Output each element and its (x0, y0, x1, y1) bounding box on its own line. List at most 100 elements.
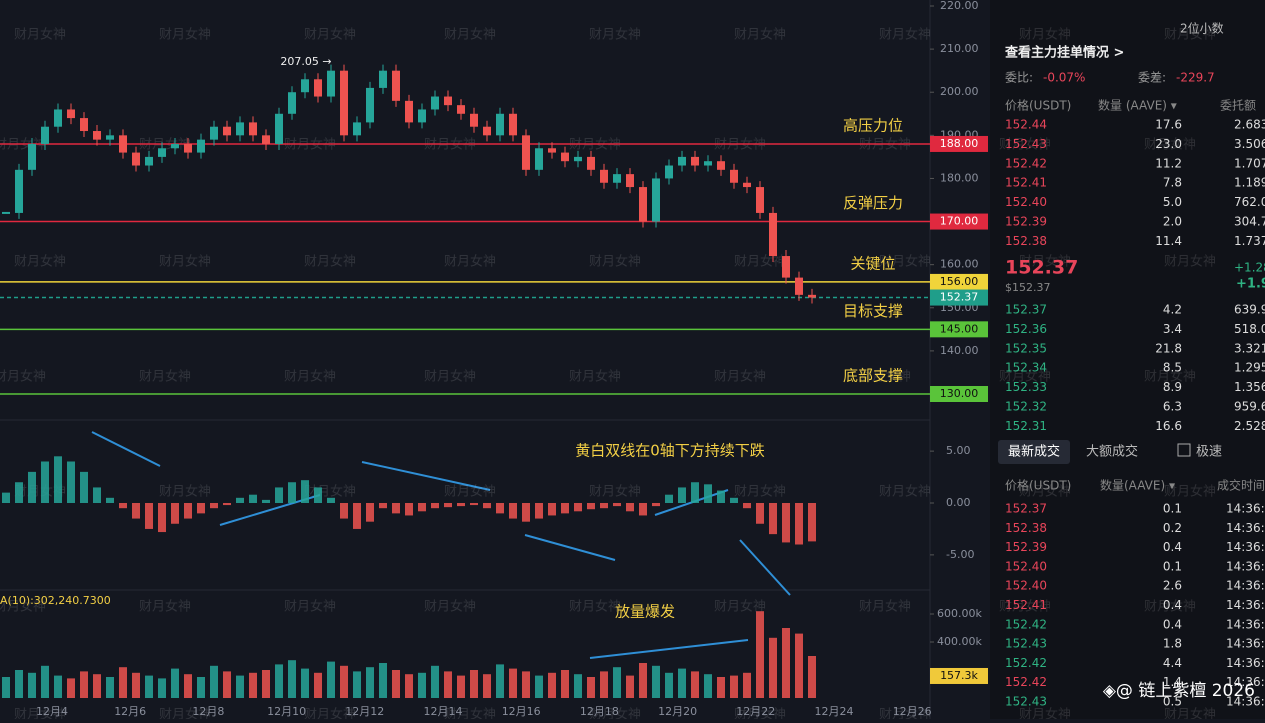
macd-bar (145, 503, 153, 529)
candle (197, 139, 205, 153)
y-tick-label: 600.00k (937, 607, 982, 620)
macd-bar (340, 503, 348, 519)
diff-label: 委差: (1138, 71, 1166, 85)
watermark: 财月女神 (304, 27, 356, 43)
candle (574, 156, 582, 162)
volume-bar (600, 671, 608, 698)
asks-cell: 11.2 (1155, 156, 1182, 170)
candle (288, 92, 296, 114)
candle (106, 135, 114, 140)
macd-bar (223, 503, 231, 506)
macd-bar (392, 503, 400, 514)
precision[interactable]: 2位小数 (1180, 21, 1224, 36)
watermark: 财月女神 (1019, 484, 1071, 500)
asks-cell: 1.707 (1234, 156, 1265, 170)
x-tick-label: 12月24 (815, 705, 854, 718)
candle (210, 126, 218, 140)
level-annotation: 底部支撑 (843, 367, 903, 385)
macd-bar (457, 503, 465, 507)
candle (327, 70, 335, 97)
level-badge (930, 321, 988, 338)
volume-bar (561, 670, 569, 698)
volume-bar (665, 672, 673, 698)
chart-bg (0, 0, 990, 719)
watermark: 财月女神 (734, 484, 786, 500)
trade-cell: 0.4 (1163, 598, 1182, 612)
tab[interactable]: 大额成交 (1086, 444, 1138, 460)
watermark: 财月女神 (284, 599, 336, 615)
volume-bar (496, 664, 504, 698)
asks-cell: 152.40 (1005, 195, 1047, 209)
volume-bar (678, 668, 686, 698)
candle (353, 122, 361, 136)
watermark: 财月女神 (159, 484, 211, 500)
volume-bar (223, 671, 231, 698)
volume-bar (366, 667, 374, 698)
macd-annotation: 黄白双线在0轴下方持续下跌 (575, 442, 765, 460)
macd-bar (197, 503, 205, 514)
watermark: 财月女神 (1164, 484, 1216, 500)
watermark: 财月女神 (159, 254, 211, 270)
watermark: 财月女神 (569, 369, 621, 385)
panel-title[interactable]: 查看主力挂单情况 > (1004, 45, 1124, 61)
trade-cell: 152.40 (1005, 559, 1047, 573)
watermark: 财月女神 (1164, 254, 1216, 270)
x-tick-label: 12月10 (267, 705, 306, 718)
watermark: 财月女神 (879, 27, 931, 43)
ratio-label: 委比: (1005, 71, 1033, 85)
macd-bar (561, 503, 569, 514)
level-label: 156.00 (940, 275, 979, 288)
trade-cell: 4.4 (1163, 656, 1182, 670)
macd-bar (379, 503, 387, 509)
last-price: 152.37 (1005, 257, 1078, 279)
trade-header: 数量(AAVE) ▾ (1100, 478, 1175, 493)
candle (171, 143, 179, 149)
trade-cell: 14:36:4 (1226, 521, 1265, 535)
level-annotation: 目标支撑 (843, 302, 903, 320)
watermark: 财月女神 (159, 27, 211, 43)
book-header: 委托额 (1220, 99, 1256, 113)
candle (54, 109, 62, 127)
volume-bar (795, 633, 803, 698)
trade-cell: 2.6 (1163, 579, 1182, 593)
macd-bar (301, 480, 309, 503)
volume-bar (717, 677, 725, 698)
volume-bar (301, 668, 309, 698)
candle (756, 187, 764, 213)
volume-bar (535, 675, 543, 698)
tab[interactable]: 最新成交 (1008, 444, 1060, 460)
volume-bar (808, 656, 816, 698)
trade-cell: 1.4 (1163, 675, 1182, 689)
candle (236, 122, 244, 136)
y-tick-label: 160.00 (940, 258, 979, 271)
watermark: 财月女神 (714, 599, 766, 615)
macd-bar (795, 503, 803, 545)
trade-cell: 14:36:3 (1226, 598, 1265, 612)
watermark: 财月女神 (1019, 254, 1071, 270)
panel-bg (990, 0, 1265, 719)
volume-bar (2, 677, 10, 698)
macd-bar (158, 503, 166, 533)
candle (769, 212, 777, 257)
bids-cell: 152.37 (1005, 303, 1047, 317)
trade-cell: 14:36:3 (1226, 579, 1265, 593)
level-annotation: 高压力位 (843, 116, 903, 134)
asks-cell: 152.38 (1005, 234, 1047, 248)
trade-cell: 152.42 (1005, 675, 1047, 689)
level-badge (930, 386, 988, 402)
macd-bar (665, 494, 673, 503)
x-tick-label: 12月6 (114, 705, 146, 718)
candle (795, 277, 803, 295)
volume-bar (93, 674, 101, 698)
macd-bar (717, 490, 725, 503)
bids-cell: 152.35 (1005, 341, 1047, 355)
candle (314, 79, 322, 97)
asks-cell: 2.683 (1234, 118, 1265, 132)
trade-cell: 152.37 (1005, 502, 1047, 516)
tab[interactable]: 极速 (1196, 445, 1222, 460)
volume-bar (405, 674, 413, 698)
candle (28, 143, 36, 170)
candle (483, 126, 491, 136)
volume-bar (15, 670, 23, 698)
macd-bar (483, 503, 491, 509)
